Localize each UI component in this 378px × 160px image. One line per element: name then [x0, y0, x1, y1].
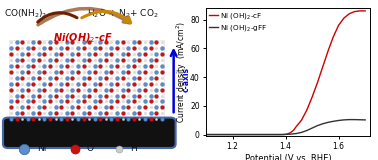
FancyBboxPatch shape — [9, 40, 164, 120]
Ni (OH)$_2$-gFF — [358, 119, 362, 121]
Legend: Ni (OH)$_2$-cF, Ni (OH)$_2$-gFF: Ni (OH)$_2$-cF, Ni (OH)$_2$-gFF — [208, 10, 268, 33]
Ni (OH)$_2$-cF — [270, 134, 274, 136]
Ni (OH)$_2$-gFF — [352, 119, 357, 121]
Ni (OH)$_2$-gFF — [270, 134, 274, 136]
Ni (OH)$_2$-cF — [299, 119, 304, 121]
Ni (OH)$_2$-gFF — [331, 120, 336, 122]
Ni (OH)$_2$-gFF — [217, 134, 222, 136]
Ni (OH)$_2$-cF — [225, 134, 229, 136]
Ni (OH)$_2$-cF — [265, 134, 269, 136]
Ni (OH)$_2$-cF — [217, 134, 222, 136]
Ni (OH)$_2$-cF — [336, 24, 341, 26]
Text: CO(NH$_2$)$_2$: CO(NH$_2$)$_2$ — [4, 8, 48, 20]
Ni (OH)$_2$-gFF — [363, 119, 367, 121]
Y-axis label: Current density  (mA/cm$^2$): Current density (mA/cm$^2$) — [174, 21, 189, 123]
Ni (OH)$_2$-cF — [204, 134, 208, 136]
Ni (OH)$_2$-cF — [278, 134, 282, 136]
Ni (OH)$_2$-cF — [294, 126, 299, 128]
Ni (OH)$_2$-gFF — [289, 133, 293, 135]
Ni (OH)$_2$-cF — [352, 11, 357, 12]
Line: Ni (OH)$_2$-gFF: Ni (OH)$_2$-gFF — [206, 120, 365, 135]
Ni (OH)$_2$-cF — [275, 134, 280, 136]
Text: H$_2$O + N$_2$+ CO$_2$: H$_2$O + N$_2$+ CO$_2$ — [87, 8, 159, 20]
Ni (OH)$_2$-gFF — [294, 133, 299, 135]
Text: Ni(OH)$_2$-cF: Ni(OH)$_2$-cF — [53, 31, 113, 45]
Line: Ni (OH)$_2$-cF: Ni (OH)$_2$-cF — [206, 11, 365, 135]
Ni (OH)$_2$-gFF — [243, 134, 248, 136]
Text: c-axis: c-axis — [181, 68, 191, 92]
Ni (OH)$_2$-gFF — [257, 134, 261, 136]
Ni (OH)$_2$-cF — [315, 82, 320, 84]
Ni (OH)$_2$-cF — [363, 10, 367, 12]
Ni (OH)$_2$-gFF — [315, 125, 320, 127]
Ni (OH)$_2$-gFF — [230, 134, 235, 136]
Ni (OH)$_2$-gFF — [278, 134, 282, 136]
Ni (OH)$_2$-gFF — [283, 133, 288, 135]
X-axis label: Potential (V vs. RHE): Potential (V vs. RHE) — [245, 154, 332, 160]
FancyArrowPatch shape — [38, 13, 77, 22]
Text: Ni: Ni — [37, 144, 46, 153]
Ni (OH)$_2$-cF — [347, 13, 352, 15]
Ni (OH)$_2$-cF — [283, 133, 288, 135]
Ni (OH)$_2$-gFF — [310, 127, 314, 129]
Text: H: H — [130, 144, 137, 153]
Ni (OH)$_2$-cF — [230, 134, 235, 136]
Ni (OH)$_2$-cF — [310, 96, 314, 98]
Ni (OH)$_2$-gFF — [204, 134, 208, 136]
Ni (OH)$_2$-cF — [305, 109, 309, 111]
FancyArrowPatch shape — [82, 11, 130, 23]
FancyBboxPatch shape — [3, 118, 176, 148]
Ni (OH)$_2$-gFF — [326, 121, 330, 123]
Ni (OH)$_2$-cF — [285, 133, 289, 135]
Ni (OH)$_2$-cF — [342, 17, 346, 19]
FancyArrowPatch shape — [38, 8, 129, 25]
Ni (OH)$_2$-cF — [331, 36, 336, 38]
Text: O: O — [86, 144, 93, 153]
Ni (OH)$_2$-cF — [321, 66, 325, 68]
Ni (OH)$_2$-cF — [282, 134, 287, 136]
Ni (OH)$_2$-cF — [289, 132, 293, 133]
Ni (OH)$_2$-cF — [286, 133, 291, 135]
Ni (OH)$_2$-gFF — [305, 130, 309, 132]
Ni (OH)$_2$-cF — [326, 50, 330, 52]
Ni (OH)$_2$-cF — [280, 134, 285, 136]
Ni (OH)$_2$-cF — [243, 134, 248, 136]
Ni (OH)$_2$-gFF — [347, 119, 352, 121]
Ni (OH)$_2$-cF — [358, 10, 362, 12]
Ni (OH)$_2$-gFF — [299, 132, 304, 133]
Ni (OH)$_2$-gFF — [321, 123, 325, 125]
Ni (OH)$_2$-cF — [291, 129, 296, 131]
Ni (OH)$_2$-gFF — [336, 120, 341, 121]
Ni (OH)$_2$-cF — [257, 134, 261, 136]
Ni (OH)$_2$-cF — [209, 134, 214, 136]
Ni (OH)$_2$-gFF — [342, 119, 346, 121]
